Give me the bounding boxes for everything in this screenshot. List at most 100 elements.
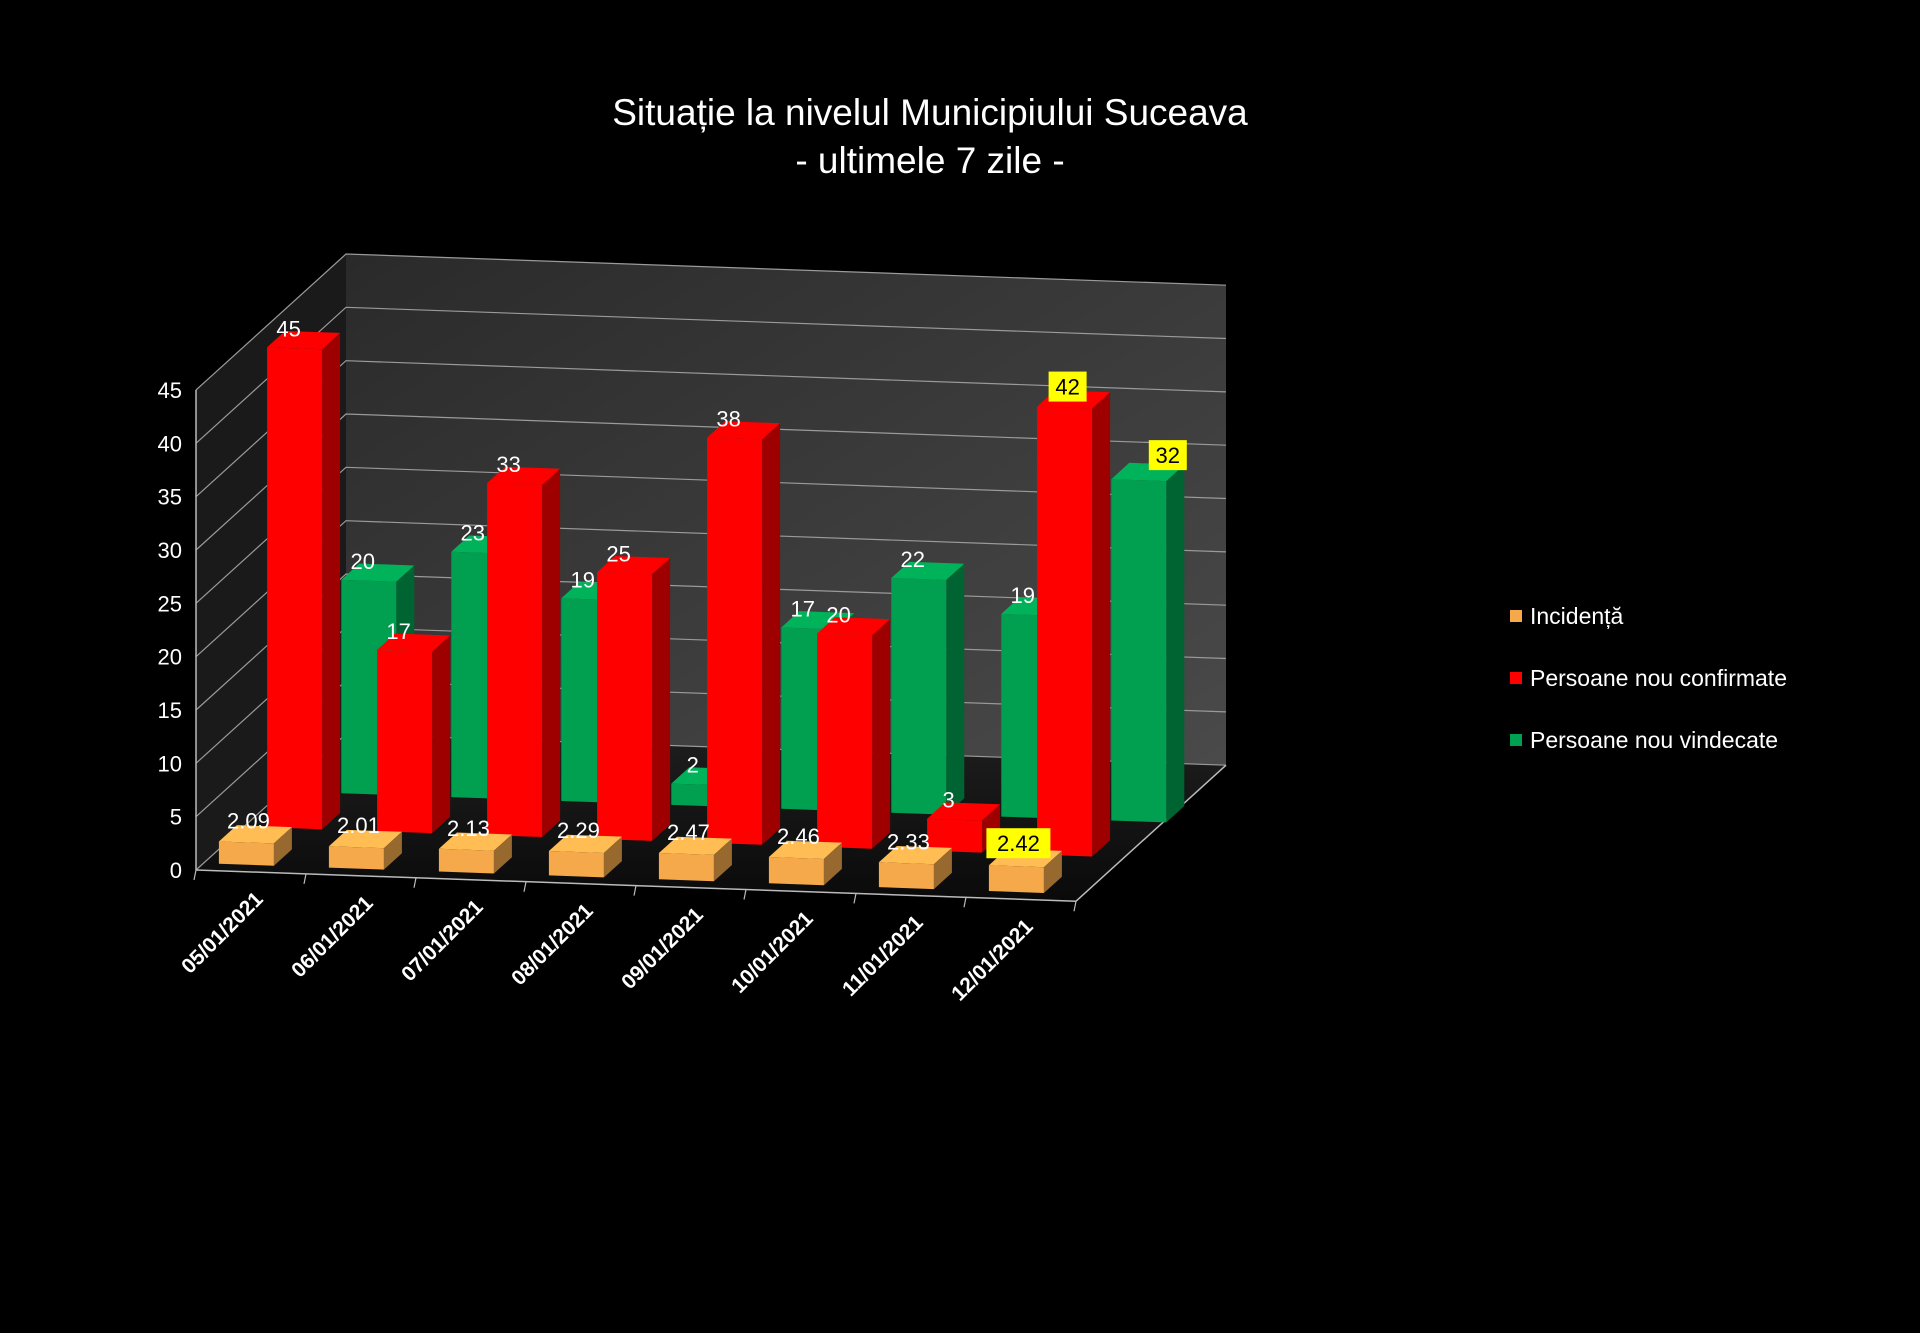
bar bbox=[768, 840, 842, 886]
x-tick bbox=[1073, 901, 1077, 912]
bar bbox=[377, 633, 451, 834]
x-tick-label: 08/01/2021 bbox=[507, 899, 598, 990]
bar-side bbox=[762, 423, 781, 845]
legend-item-vindecate: Persoane nou vindecate bbox=[1510, 709, 1787, 771]
bar-top bbox=[341, 563, 415, 582]
gridline bbox=[195, 413, 1227, 551]
chart-title: Situație la nivelul Municipiului Suceava bbox=[612, 92, 1248, 133]
bar-side bbox=[652, 558, 671, 841]
x-tick bbox=[523, 881, 527, 892]
y-tick-label: 0 bbox=[170, 858, 182, 883]
bar bbox=[891, 561, 965, 815]
bar-side bbox=[603, 836, 622, 878]
bar-side bbox=[1043, 850, 1062, 893]
bar-top bbox=[267, 331, 341, 350]
legend-label: Incidență bbox=[1530, 602, 1624, 629]
data-label: 38 bbox=[716, 407, 740, 432]
x-tick-label: 09/01/2021 bbox=[617, 903, 708, 994]
bar bbox=[658, 836, 732, 882]
data-labels: 20 23 19 2 17 22 19 32 45 17 33 25 38 20 3 42 2.09 2.01 2.… bbox=[227, 316, 1187, 859]
data-label: 19 bbox=[1011, 583, 1035, 608]
x-tick bbox=[413, 877, 417, 888]
bar-front bbox=[328, 846, 384, 870]
bar-top bbox=[817, 617, 891, 636]
data-label-highlight bbox=[1048, 371, 1087, 402]
bar-side bbox=[823, 842, 842, 886]
bar-side bbox=[493, 834, 512, 874]
x-tick-label: 06/01/2021 bbox=[287, 891, 378, 982]
bar-side bbox=[1166, 464, 1185, 823]
x-tick bbox=[193, 869, 197, 881]
bar-side bbox=[1092, 392, 1111, 857]
x-tick-label: 05/01/2021 bbox=[177, 887, 268, 978]
x-tick bbox=[963, 897, 967, 908]
legend-swatch bbox=[1510, 734, 1522, 746]
legend-item-confirmate: Persoane nou confirmate bbox=[1510, 647, 1787, 709]
data-label: 2.09 bbox=[227, 808, 270, 833]
data-label: 45 bbox=[276, 316, 300, 341]
bar-top bbox=[707, 421, 781, 440]
bar-front bbox=[487, 483, 543, 837]
bar-top bbox=[487, 466, 561, 485]
bar-top bbox=[658, 836, 732, 855]
bar bbox=[878, 846, 952, 890]
bar-top bbox=[548, 834, 622, 853]
bar-front bbox=[218, 841, 274, 866]
legend-swatch bbox=[1510, 610, 1522, 622]
y-tick-label: 10 bbox=[158, 751, 182, 776]
bar-side bbox=[542, 468, 561, 837]
bar-front bbox=[817, 633, 873, 849]
bar-side bbox=[432, 635, 451, 834]
x-tick-label: 10/01/2021 bbox=[727, 907, 818, 998]
bar-front bbox=[927, 818, 983, 853]
data-label: 25 bbox=[606, 541, 630, 566]
series-incidenta bbox=[218, 825, 1062, 893]
data-label: 20 bbox=[826, 602, 850, 627]
bar-top bbox=[927, 802, 1001, 821]
data-label: 2 bbox=[687, 753, 699, 778]
bar-front bbox=[267, 347, 323, 830]
bar-front bbox=[768, 857, 824, 886]
bar-side bbox=[273, 827, 292, 866]
x-tick-label: 12/01/2021 bbox=[947, 915, 1038, 1006]
bar-top bbox=[328, 829, 402, 849]
bar-side bbox=[713, 838, 732, 882]
bar-top bbox=[768, 840, 842, 859]
y-tick-label: 30 bbox=[158, 538, 182, 563]
bar-front bbox=[597, 572, 653, 841]
bar-front bbox=[707, 437, 763, 845]
bar bbox=[438, 832, 512, 874]
bar-front bbox=[1037, 406, 1093, 857]
x-tick bbox=[743, 889, 747, 900]
data-label: 33 bbox=[496, 452, 520, 477]
x-tick bbox=[633, 885, 637, 896]
bar-top bbox=[218, 825, 292, 844]
bar-top bbox=[891, 561, 965, 580]
x-tick-label: 07/01/2021 bbox=[397, 895, 488, 986]
gridline bbox=[195, 253, 1227, 391]
bar bbox=[1037, 390, 1111, 857]
x-tick bbox=[853, 893, 857, 904]
y-tick-label: 5 bbox=[170, 805, 182, 830]
bar-top bbox=[438, 832, 512, 851]
bar-front bbox=[891, 578, 947, 815]
gridline bbox=[195, 306, 1227, 444]
data-label: 2.47 bbox=[667, 820, 710, 845]
data-label: 2.33 bbox=[887, 829, 930, 854]
bar-front bbox=[878, 862, 934, 890]
x-tick-label: 11/01/2021 bbox=[838, 911, 928, 1001]
bar-top bbox=[377, 633, 451, 652]
data-label: 20 bbox=[351, 549, 375, 574]
bar bbox=[707, 421, 781, 845]
chart-subtitle: - ultimele 7 zile - bbox=[795, 140, 1065, 181]
data-label: 17 bbox=[791, 596, 815, 621]
data-label: 2.13 bbox=[447, 816, 490, 841]
bar-front bbox=[658, 853, 714, 882]
x-tick bbox=[303, 873, 307, 885]
bar-side bbox=[946, 563, 965, 815]
bar-top bbox=[597, 556, 671, 575]
legend-swatch bbox=[1510, 672, 1522, 684]
bar-front bbox=[1111, 479, 1167, 823]
